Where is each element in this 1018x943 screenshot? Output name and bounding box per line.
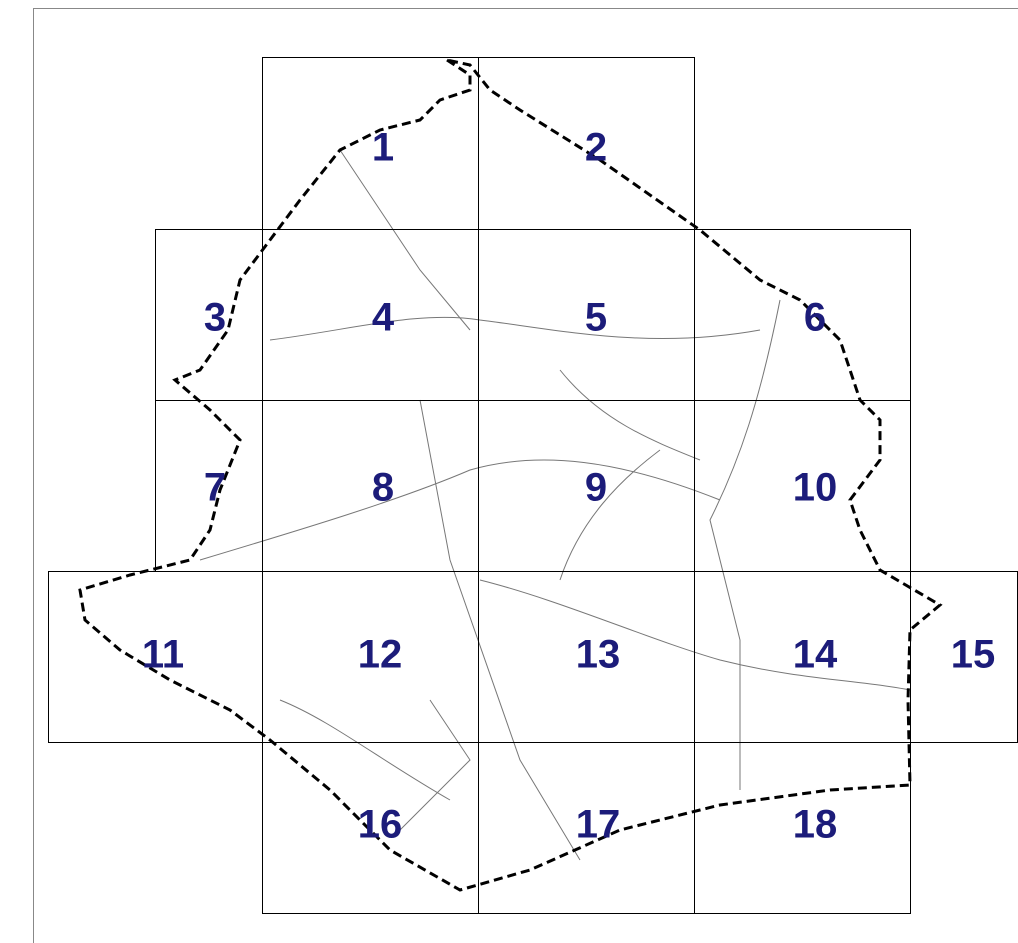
street [559, 449, 661, 581]
map-frame [33, 8, 1018, 943]
tile-label: 9 [585, 466, 607, 510]
boundary [78, 58, 943, 892]
street [559, 369, 701, 461]
street [199, 459, 721, 561]
tile-label: 3 [204, 296, 226, 340]
street [419, 399, 581, 861]
tile-label: 13 [576, 633, 621, 677]
tile-label: 18 [793, 803, 838, 847]
tile-label: 15 [951, 633, 996, 677]
tile-label: 12 [358, 633, 403, 677]
tile-label: 5 [585, 296, 607, 340]
tile-label: 1 [372, 126, 394, 170]
street [269, 316, 761, 341]
tile-label: 2 [585, 126, 607, 170]
tile-label: 4 [372, 296, 395, 340]
tile-label: 8 [372, 466, 394, 510]
tile-label: 11 [142, 633, 184, 677]
street [399, 699, 471, 831]
street [709, 299, 781, 790]
tile-label: 7 [204, 466, 226, 510]
street [479, 579, 911, 691]
tile-label: 17 [576, 803, 621, 847]
tile-label: 6 [804, 296, 826, 340]
grid [48, 57, 1018, 914]
tile-label: 10 [793, 466, 838, 510]
tile-label: 16 [358, 803, 403, 847]
street [339, 149, 471, 331]
tile-label: 14 [793, 633, 838, 677]
